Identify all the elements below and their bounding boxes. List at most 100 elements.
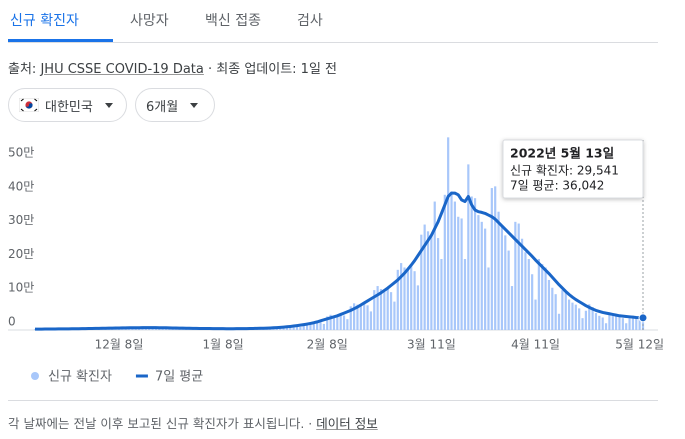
bar	[369, 311, 373, 330]
bar	[305, 322, 309, 330]
bar	[353, 303, 356, 330]
bar	[584, 310, 587, 330]
bar	[336, 315, 339, 330]
footer-link[interactable]: 데이터 정보	[316, 416, 378, 431]
bar	[611, 313, 614, 330]
x-tick-label: 5월 12일	[615, 338, 664, 352]
bar	[484, 228, 487, 330]
tab[interactable]: 사망자	[130, 13, 169, 29]
x-tick-label: 12월 8일	[95, 338, 144, 352]
legend-label: 신규 확진자	[48, 370, 112, 385]
bar	[537, 259, 540, 330]
bar	[470, 196, 473, 330]
bar	[588, 304, 591, 330]
bar	[292, 326, 295, 330]
caret	[104, 102, 113, 108]
source-link[interactable]: JHU CSSE COVID-19 Data	[40, 62, 204, 77]
bar	[342, 315, 346, 330]
bar	[420, 234, 423, 330]
bar	[416, 285, 420, 330]
region-dropdown[interactable]: 대한민국	[8, 88, 127, 122]
bar	[608, 313, 611, 330]
bar	[359, 304, 362, 330]
bar	[134, 328, 137, 330]
bar	[554, 294, 557, 330]
legend-label: 7일 평균	[155, 370, 203, 385]
bar	[473, 198, 477, 330]
bar	[406, 269, 409, 330]
bar	[628, 315, 631, 330]
footer-note: 각 날짜에는 전날 이후 보고된 신규 확진자가 표시됩니다. ·	[8, 416, 313, 431]
line	[34, 191, 644, 331]
bar	[443, 194, 446, 330]
bar	[601, 317, 604, 330]
bar	[376, 286, 379, 330]
source-prefix: 출처:	[8, 62, 37, 77]
bar	[453, 201, 456, 330]
caret	[190, 102, 199, 108]
bar	[557, 313, 561, 330]
bar	[581, 318, 584, 330]
bar	[547, 279, 551, 330]
bar	[635, 318, 638, 330]
bar	[604, 323, 608, 330]
bar	[621, 318, 624, 330]
bar	[436, 238, 440, 330]
bar	[490, 188, 493, 330]
bar	[625, 323, 628, 330]
bar	[561, 290, 564, 330]
bar	[413, 271, 416, 330]
bar	[433, 201, 436, 330]
bar	[507, 250, 510, 330]
bar	[393, 301, 396, 330]
source: 출처: JHU CSSE COVID-19 Data · 최종 업데이트: 1일…	[8, 58, 337, 77]
bar	[319, 322, 322, 330]
bar	[450, 191, 453, 330]
bar	[615, 315, 618, 330]
bar	[295, 326, 299, 330]
bar	[426, 231, 430, 330]
bar	[591, 307, 594, 330]
bar	[275, 328, 278, 330]
bar	[356, 304, 359, 330]
bar	[564, 292, 567, 330]
bar	[618, 316, 621, 330]
bar	[302, 323, 305, 330]
bar	[430, 235, 433, 330]
bar	[379, 289, 383, 330]
bar	[33, 329, 37, 330]
tab[interactable]: 신규 확진자	[10, 13, 79, 29]
bar	[477, 215, 480, 330]
bar	[500, 226, 504, 330]
bar	[309, 322, 312, 330]
bar	[329, 314, 332, 330]
divider	[8, 42, 658, 43]
bar	[514, 221, 517, 330]
tooltip-line: 신규 확진자: 29,541	[510, 164, 619, 178]
divider	[8, 400, 658, 401]
bar	[457, 216, 460, 330]
bar	[520, 238, 524, 330]
bar	[567, 299, 571, 330]
bar	[326, 316, 329, 330]
bar	[504, 235, 507, 330]
bar	[638, 319, 641, 330]
bar	[541, 264, 544, 330]
tab-indicator	[8, 39, 113, 42]
bar	[531, 274, 534, 330]
tab[interactable]: 검사	[297, 13, 323, 29]
bar	[578, 308, 581, 330]
bar	[480, 221, 483, 330]
tab[interactable]: 백신 접종	[205, 13, 261, 29]
bar	[389, 292, 393, 330]
bar	[322, 323, 325, 330]
source-suffix: · 최종 업데이트: 1일 전	[208, 62, 338, 77]
bar	[386, 288, 389, 330]
bar	[400, 263, 403, 330]
chart: 0 10만 20만 30만 40만 50만 12월 8일 1월 8일 2월 8일 3월 11일 4월…	[8, 137, 664, 385]
y-tick-label: 50만	[8, 146, 34, 160]
range-dropdown[interactable]: 6개월	[135, 88, 215, 122]
bar	[349, 306, 352, 330]
bar	[631, 315, 635, 330]
x-tick-label: 1월 8일	[203, 338, 244, 352]
